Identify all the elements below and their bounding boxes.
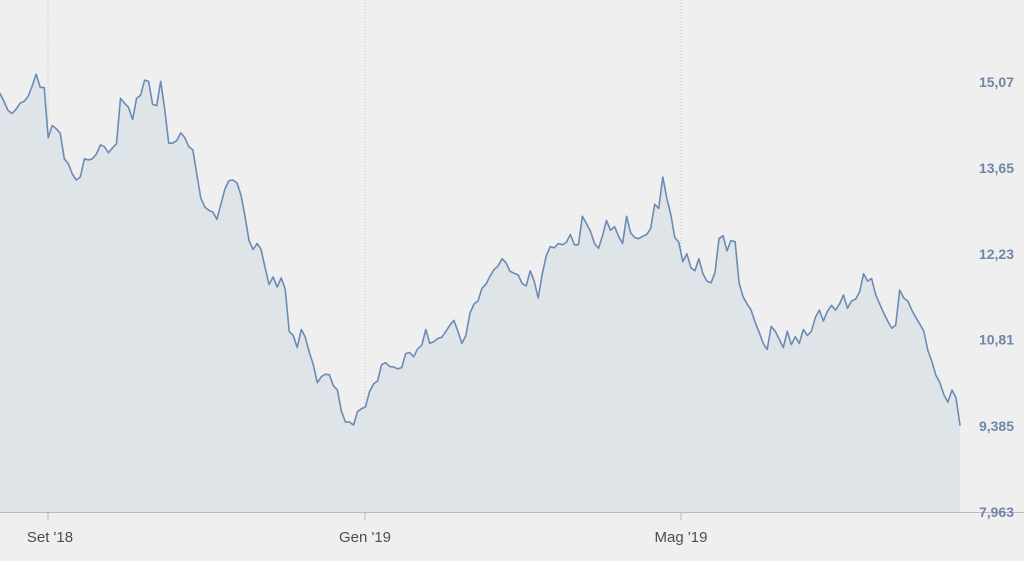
- x-tick-label: Gen '19: [339, 529, 391, 546]
- x-tick-label: Set '18: [27, 529, 73, 546]
- x-tick-label: Mag '19: [655, 529, 708, 546]
- y-tick-label: 13,65: [979, 160, 1014, 176]
- y-tick-label: 10,81: [979, 332, 1014, 348]
- y-tick-label: 9,385: [979, 418, 1014, 434]
- y-tick-label: 12,23: [979, 246, 1014, 262]
- y-tick-label: 7,963: [979, 504, 1014, 520]
- series-area: [0, 74, 960, 512]
- y-tick-label: 15,07: [979, 74, 1014, 90]
- series-line: [0, 73, 961, 426]
